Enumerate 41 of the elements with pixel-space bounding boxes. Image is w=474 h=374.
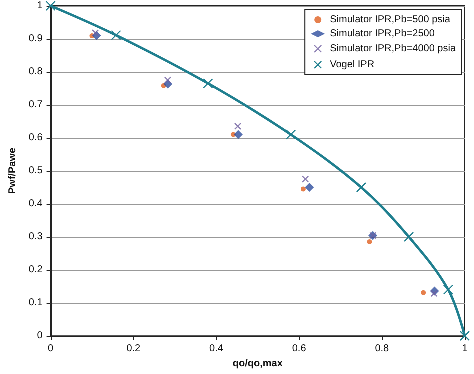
point xyxy=(305,183,314,192)
y-tick-label: 0.6 xyxy=(28,132,44,144)
x-tick-label: 0 xyxy=(48,344,54,355)
point xyxy=(300,186,306,192)
point xyxy=(234,122,242,130)
x-axis-title: qo/qo,max xyxy=(232,358,284,370)
point xyxy=(460,331,470,342)
y-tick-label: 0.3 xyxy=(28,232,44,243)
y-tick-label: 0.5 xyxy=(28,166,44,177)
point xyxy=(404,232,414,242)
y-tick-label: 0.7 xyxy=(28,100,44,111)
y-tick-label: 1 xyxy=(37,0,44,12)
x-tick-label: 0.2 xyxy=(126,344,142,355)
point xyxy=(92,29,100,37)
y-tick-label: 0.8 xyxy=(28,66,44,78)
legend-label: Vogel IPR xyxy=(330,60,375,70)
point xyxy=(203,78,214,89)
point xyxy=(164,76,172,84)
y-tick-label: 0.1 xyxy=(28,298,44,309)
point xyxy=(46,0,56,12)
x-tick-label: 0.8 xyxy=(375,344,390,355)
y-tick-label: 0.2 xyxy=(28,264,44,276)
point xyxy=(421,290,426,296)
legend-label: Simulator IPR,Pb=2500 xyxy=(330,28,436,40)
legend-label: Simulator IPR,Pb=4000 psia xyxy=(330,44,456,54)
point xyxy=(302,176,310,183)
y-tick-label: 0.4 xyxy=(28,198,44,210)
x-tick-label: 0.6 xyxy=(292,344,307,355)
x-tick-label: 1 xyxy=(462,344,468,355)
point xyxy=(234,130,243,140)
y-tick-label: 0 xyxy=(37,330,44,342)
x-tick-label: 0.4 xyxy=(210,344,224,355)
legend-label: Simulator IPR,Pb=500 psia xyxy=(330,14,451,26)
point xyxy=(443,284,454,295)
point xyxy=(286,130,296,140)
point xyxy=(430,290,438,298)
point xyxy=(356,182,367,193)
point xyxy=(367,240,372,245)
point xyxy=(111,30,122,40)
y-tick-label: 0.9 xyxy=(28,34,44,45)
y-axis-title: Pwf/Pawe xyxy=(8,148,18,194)
